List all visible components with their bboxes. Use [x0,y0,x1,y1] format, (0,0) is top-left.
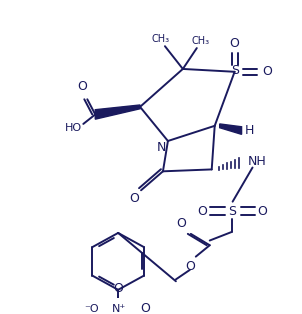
Text: CH₃: CH₃ [192,35,210,46]
Text: HO: HO [65,123,82,133]
Text: O: O [262,65,272,78]
Polygon shape [95,105,140,119]
Text: O: O [258,205,268,218]
Polygon shape [220,124,242,134]
Text: O: O [230,37,239,50]
Text: O: O [129,192,139,205]
Text: O: O [176,217,186,230]
Text: CH₃: CH₃ [152,34,170,44]
Text: O: O [197,205,207,218]
Text: O: O [77,80,87,94]
Text: O: O [185,260,195,273]
Text: N: N [156,141,165,154]
Text: S: S [232,64,239,77]
Text: S: S [228,205,236,218]
Text: O: O [140,302,150,314]
Text: ⁻O: ⁻O [84,304,98,314]
Text: O: O [113,282,123,295]
Text: H: H [245,124,254,137]
Text: N⁺: N⁺ [112,304,126,314]
Text: NH: NH [248,155,267,168]
